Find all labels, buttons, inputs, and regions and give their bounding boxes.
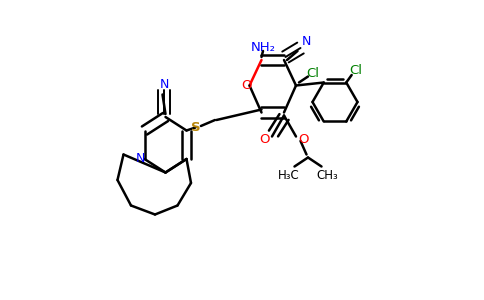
- Text: O: O: [298, 133, 309, 146]
- Text: NH₂: NH₂: [251, 41, 275, 55]
- Text: Cl: Cl: [306, 67, 319, 80]
- Text: H₃C: H₃C: [278, 169, 300, 182]
- Text: N: N: [302, 35, 311, 49]
- Text: N: N: [136, 152, 145, 166]
- Text: S: S: [191, 121, 200, 134]
- Text: CH₃: CH₃: [317, 169, 338, 182]
- Text: Cl: Cl: [349, 64, 362, 77]
- Text: N: N: [159, 77, 169, 91]
- Text: O: O: [241, 79, 252, 92]
- Text: O: O: [259, 133, 270, 146]
